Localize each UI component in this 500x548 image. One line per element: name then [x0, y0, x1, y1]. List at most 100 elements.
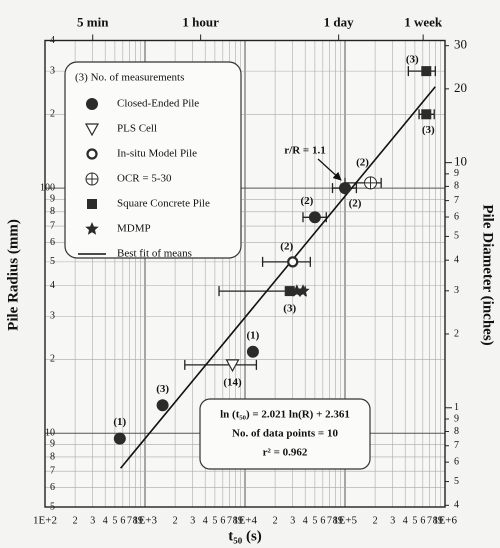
legend-label: Closed-Ended Pile [117, 98, 199, 110]
point [421, 109, 432, 120]
point [296, 284, 310, 297]
equation-line: No. of data points = 10 [232, 428, 338, 440]
legend-marker [84, 123, 100, 137]
point-label: (3) [406, 54, 419, 66]
fit-line [119, 86, 436, 469]
y-tick-label: 4 [50, 280, 55, 291]
y2-tick-label: 10 [454, 154, 467, 169]
x-tick-label: 9 [338, 515, 343, 526]
annotation-arrow [317, 158, 342, 181]
point-label: (2) [356, 156, 369, 168]
x-tick-label: 9 [238, 515, 243, 526]
y-tick-label: 7 [50, 465, 55, 476]
x-tick-label: 1E+3 [133, 515, 157, 527]
top-tick-label: 1 hour [182, 14, 219, 29]
y2-tick-label: 7 [454, 440, 459, 451]
x-tick-label: 8 [233, 515, 238, 526]
legend-title: (3) No. of measurements [75, 72, 184, 84]
y-tick-label: 3 [50, 65, 55, 76]
x-tick-label: 2 [373, 515, 378, 526]
x-tick-label: 5 [112, 515, 117, 526]
y-tick-label: 2 [50, 354, 55, 365]
x-tick-label: 3 [190, 515, 195, 526]
x-tick-label: 3 [390, 515, 395, 526]
legend-marker [86, 98, 98, 110]
x-tick-label: 2 [73, 515, 78, 526]
y-axis-title: Pile Radius (mm) [5, 219, 21, 331]
legend-label: MDMP [117, 223, 151, 235]
y-tick-label: 100 [40, 182, 55, 193]
legend-label: Square Concrete Pile [117, 198, 210, 210]
x-axis-title: t₅₀ (s) [228, 528, 262, 544]
y2-tick-label: 5 [454, 231, 459, 242]
x-tick-label: 3 [90, 515, 95, 526]
x-tick-label: 6 [420, 515, 425, 526]
legend-label: Best fit of means [117, 248, 192, 260]
legend-marker [86, 148, 98, 160]
y2-tick-label: 8 [454, 181, 459, 192]
error-bar [261, 256, 311, 267]
point [225, 359, 240, 373]
equation-line: r² = 0.962 [263, 447, 308, 459]
y2-tick-label: 7 [454, 195, 459, 206]
annotation: r/R = 1.1 [284, 145, 325, 157]
y2-tick-label: 9 [454, 168, 459, 179]
y-tick-label: 10 [45, 428, 55, 439]
y2-tick-label: 3 [454, 285, 459, 296]
point [287, 256, 299, 268]
x-tick-label: 9 [438, 515, 443, 526]
y2-tick-label: 9 [454, 413, 459, 424]
point [339, 182, 351, 195]
x-tick-label: 5 [412, 515, 417, 526]
y-tick-label: 3 [50, 311, 55, 322]
x-tick-label: 1E+6 [433, 515, 457, 527]
y2-tick-label: 4 [454, 254, 459, 265]
legend-marker [85, 172, 99, 186]
x-tick-label: 1E+5 [333, 515, 357, 527]
x-tick-label: 2 [173, 515, 178, 526]
x-tick-label: 8 [333, 515, 338, 526]
x-tick-label: 2 [273, 515, 278, 526]
x-tick-label: 8 [133, 515, 138, 526]
y-tick-label: 9 [50, 194, 55, 205]
x-tick-label: 7 [327, 515, 332, 526]
point [113, 432, 126, 445]
x-tick-label: 1E+4 [233, 515, 257, 527]
equation-line: ln (t₅₀) = 2.021 ln(R) + 2.361 [220, 409, 350, 421]
point-label: (2) [349, 198, 362, 210]
y-tick-label: 2 [50, 109, 55, 120]
equation-box [199, 398, 371, 470]
y2-tick-label: 1 [454, 402, 459, 413]
y2-tick-label: 30 [454, 37, 467, 52]
point-label: (3) [422, 124, 435, 136]
y2-tick-label: 8 [454, 426, 459, 437]
top-tick-label: 5 min [77, 14, 109, 29]
legend-box [64, 61, 242, 259]
plot-frame [44, 39, 446, 508]
legend-marker [85, 222, 99, 235]
x-tick-label: 4 [403, 515, 408, 526]
point [284, 286, 295, 297]
point [246, 345, 259, 358]
legend-marker [87, 199, 97, 209]
point-label: (1) [113, 416, 126, 428]
x-tick-label: 9 [138, 515, 143, 526]
point-label: (2) [300, 195, 313, 207]
y-tick-label: 9 [50, 439, 55, 450]
y2-tick-label: 6 [454, 456, 459, 467]
y-tick-label: 8 [50, 206, 55, 217]
point-label: (3) [156, 383, 169, 395]
x-tick-label: 5 [212, 515, 217, 526]
legend-label: PLS Cell [117, 123, 157, 135]
x-tick-label: 8 [433, 515, 438, 526]
y2-axis-title: Pile Diameter (inches) [480, 204, 496, 345]
point-label: (3) [283, 303, 296, 315]
y2-tick-label: 20 [454, 80, 467, 95]
top-tick-label: 1 day [324, 14, 354, 29]
top-tick-label: 1 week [404, 14, 443, 29]
error-bar [184, 359, 258, 370]
point [156, 399, 169, 412]
y-tick-label: 8 [50, 451, 55, 462]
